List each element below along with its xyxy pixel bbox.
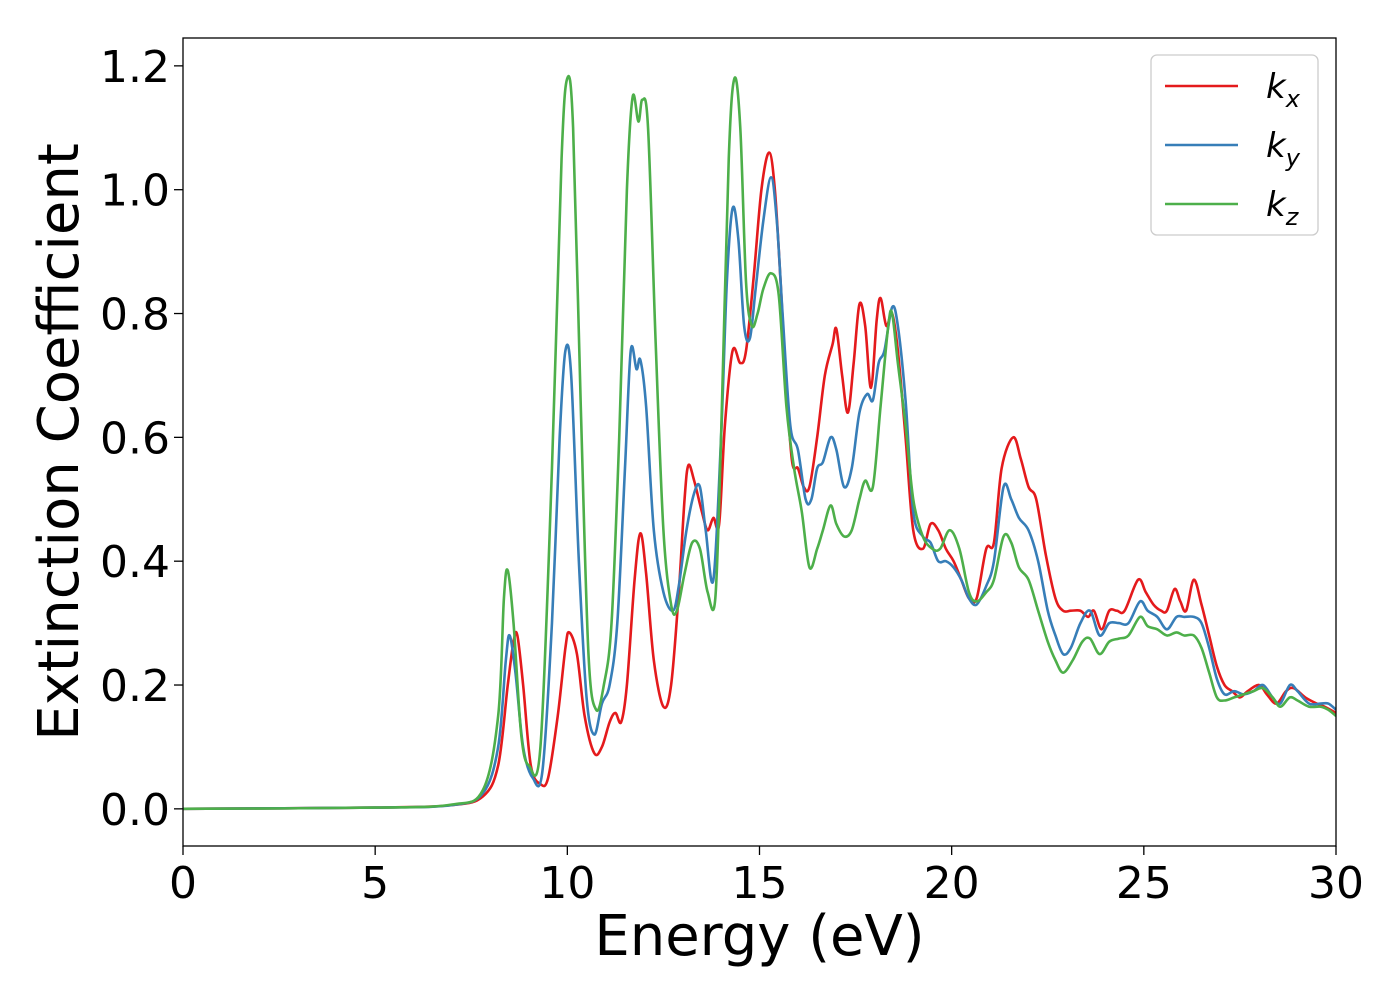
y-tick-label: 1.2 <box>100 42 170 93</box>
x-tick-label: 20 <box>924 858 980 909</box>
x-tick-label: 15 <box>732 858 788 909</box>
y-axis-ticks: 0.0 0.2 0.4 0.6 0.8 1.0 1.2 <box>100 42 183 836</box>
y-tick-label: 0.0 <box>100 785 170 836</box>
x-tick-label: 0 <box>169 858 197 909</box>
series-line-k-z <box>183 74 1336 811</box>
series-line-k-y <box>183 176 1336 811</box>
y-tick-label: 0.4 <box>100 537 170 588</box>
legend-label-sub: y <box>1285 144 1301 172</box>
legend-label-main: k <box>1266 126 1287 166</box>
legend-label-sub: z <box>1285 203 1300 231</box>
legend-label: ky <box>1266 126 1301 172</box>
y-axis-title: Extinction Coefficient <box>27 143 92 741</box>
series-lines <box>183 74 1336 811</box>
y-tick-label: 0.8 <box>100 290 170 341</box>
x-tick-label: 30 <box>1308 858 1364 909</box>
legend-label: kx <box>1266 67 1301 113</box>
legend-label-main: k <box>1266 185 1287 225</box>
series-line-k-x <box>183 151 1336 811</box>
y-tick-label: 0.6 <box>100 413 170 464</box>
legend-label: kz <box>1266 185 1300 231</box>
y-tick-label: 0.2 <box>100 661 170 712</box>
x-axis-title: Energy (eV) <box>594 904 924 969</box>
legend-label-sub: x <box>1285 85 1301 113</box>
y-tick-label: 1.0 <box>100 166 170 217</box>
x-tick-label: 25 <box>1116 858 1172 909</box>
x-tick-label: 5 <box>361 858 389 909</box>
x-tick-label: 10 <box>539 858 595 909</box>
x-axis-ticks: 0 5 10 15 20 25 30 <box>169 846 1364 909</box>
legend-label-main: k <box>1266 67 1287 107</box>
